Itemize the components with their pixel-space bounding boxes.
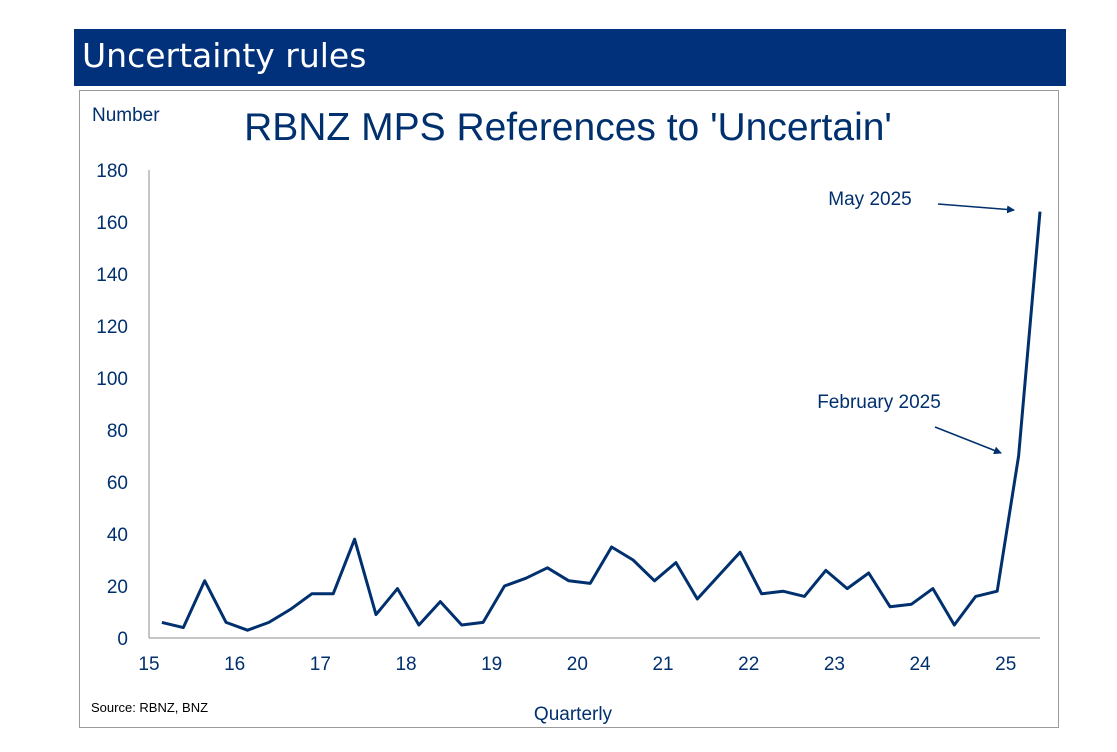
y-axis-label: Number [92, 105, 160, 126]
annotation-arrow [934, 426, 1002, 455]
source-note: Source: RBNZ, BNZ [91, 700, 208, 715]
y-tick-label: 0 [117, 629, 128, 650]
x-tick-label: 16 [224, 654, 245, 675]
annotations: May 2025 February 2025 [817, 189, 1015, 455]
axes: 0 20 40 60 80 100 120 140 160 180 15 16 17 18 19 20 21 22… [96, 161, 1040, 675]
y-tick-label: 60 [107, 473, 128, 494]
annotation-february-2025: February 2025 [817, 392, 941, 413]
x-axis-label: Quarterly [534, 704, 613, 725]
y-tick-label: 120 [96, 317, 128, 338]
plot-area [161, 211, 1042, 632]
x-tick-label: 23 [824, 654, 845, 675]
x-tick-label: 18 [395, 654, 416, 675]
x-tick-label: 17 [310, 654, 331, 675]
x-tick-label: 24 [909, 654, 931, 675]
y-tick-label: 80 [107, 421, 128, 442]
x-tick-label: 21 [652, 654, 673, 675]
y-tick-label: 20 [107, 577, 128, 598]
slide-title-banner: Uncertainty rules [74, 29, 1066, 86]
x-tick-label: 22 [738, 654, 759, 675]
annotation-arrow [937, 203, 1015, 214]
chart-title: RBNZ MPS References to 'Uncertain' [244, 106, 892, 149]
x-tick-label: 20 [567, 654, 588, 675]
x-tick-label: 15 [138, 654, 159, 675]
slide-title: Uncertainty rules [82, 36, 367, 75]
x-tick-label: 19 [481, 654, 502, 675]
y-tick-label: 180 [96, 161, 128, 182]
y-tick-label: 100 [96, 369, 128, 390]
y-tick-label: 160 [96, 213, 128, 234]
x-tick-label: 25 [995, 654, 1016, 675]
y-tick-label: 140 [96, 265, 128, 286]
annotation-may-2025: May 2025 [828, 189, 911, 210]
series-line [161, 211, 1042, 632]
chart-frame [79, 90, 1059, 728]
y-tick-label: 40 [107, 525, 128, 546]
